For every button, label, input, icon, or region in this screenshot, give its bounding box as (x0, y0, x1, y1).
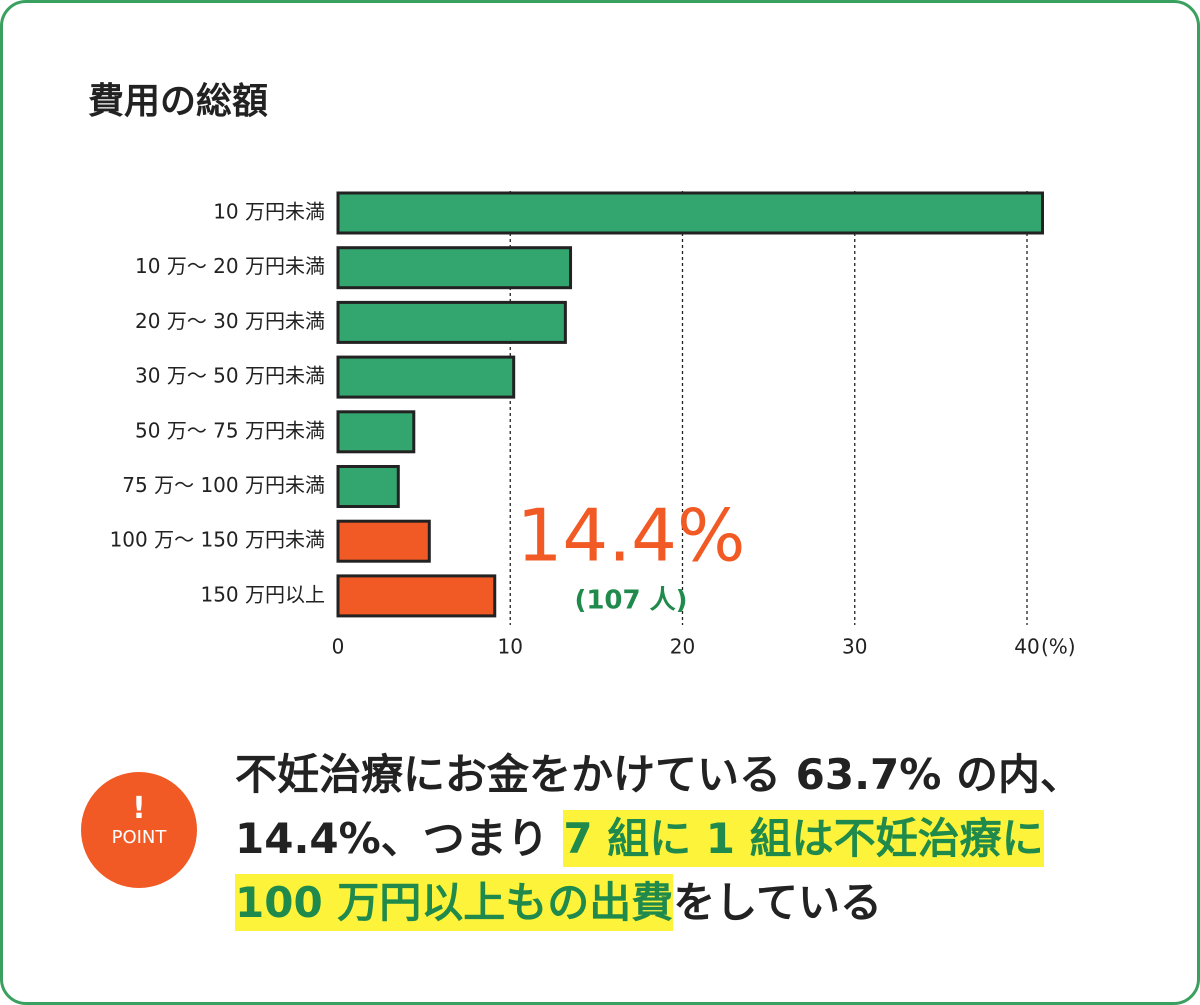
chart: 費用の総額 0 10 20 30 40 (%) 10 万円未満 10 万〜 20 万円未満 20… (88, 81, 1076, 659)
y-tick-label: 10 万円未満 (213, 200, 325, 224)
x-tick-label: 20 (670, 635, 695, 659)
highlight-text: 100 万円以上もの出費 (235, 874, 674, 931)
bar (336, 191, 1045, 235)
bar (336, 519, 431, 563)
x-tick-label: 0 (332, 635, 345, 659)
point-line: 100 万円以上もの出費をしている (235, 871, 1082, 935)
x-tick-label: 40 (1014, 635, 1039, 659)
text-segment: 14.4%、つまり (235, 814, 564, 863)
badge-mark: ! (132, 791, 146, 826)
point-line: 不妊治療にお金をかけている 63.7% の内、 (235, 743, 1082, 807)
text-segment: をしている (673, 878, 883, 927)
text-segment: 不妊治療にお金をかけている 63.7% の内、 (235, 750, 1082, 799)
annotation: (107 人) (574, 586, 687, 616)
bar (336, 355, 516, 399)
y-tick-label: 100 万〜 150 万円未満 (110, 528, 325, 552)
y-tick-label: 75 万〜 100 万円未満 (122, 473, 325, 497)
y-tick-label: 20 万〜 30 万円未満 (135, 309, 325, 333)
y-tick-label: 10 万〜 20 万円未満 (135, 254, 325, 278)
bar (336, 246, 573, 290)
highlight-text: 7 組に 1 組は不妊治療に (563, 810, 1044, 867)
point-section: ! POINT 不妊治療にお金をかけている 63.7% の内、 14.4%、つまり… (3, 733, 1197, 973)
bar (336, 300, 567, 344)
annotation: 14.4% (517, 494, 746, 578)
x-unit-label: (%) (1041, 635, 1076, 659)
badge-label: POINT (111, 827, 167, 848)
point-text: 不妊治療にお金をかけている 63.7% の内、 14.4%、つまり 7 組に 1 … (235, 743, 1082, 935)
y-tick-label: 30 万〜 50 万円未満 (135, 364, 325, 388)
y-tick-label: 50 万〜 75 万円未満 (135, 418, 325, 442)
point-badge: ! POINT (81, 772, 197, 888)
bar (336, 574, 497, 618)
bar (336, 410, 416, 454)
bar (336, 465, 400, 508)
x-tick-label: 30 (842, 635, 867, 659)
point-line: 14.4%、つまり 7 組に 1 組は不妊治療に (235, 807, 1082, 871)
x-tick-label: 10 (498, 635, 523, 659)
y-tick-label: 150 万円以上 (200, 582, 325, 606)
chart-title: 費用の総額 (88, 81, 268, 122)
